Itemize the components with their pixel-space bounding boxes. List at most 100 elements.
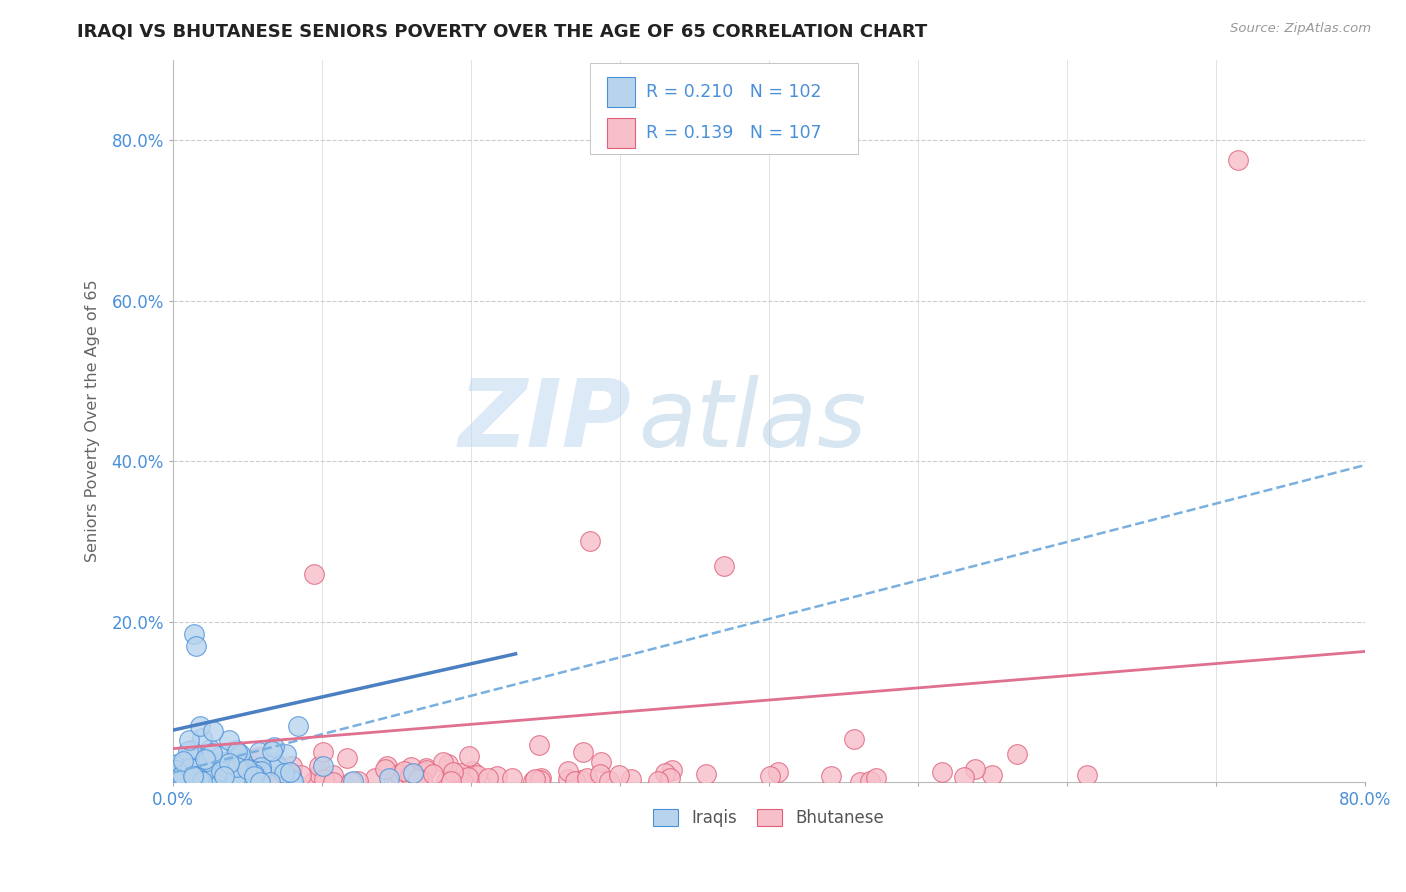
Point <box>522 773 544 788</box>
Point <box>273 766 295 780</box>
Point <box>529 772 551 787</box>
Point <box>180 743 202 757</box>
Point <box>214 773 236 788</box>
Point <box>208 773 231 788</box>
Point <box>226 771 249 785</box>
Point <box>859 773 882 788</box>
Point <box>575 771 598 785</box>
Point <box>434 773 457 788</box>
Point <box>239 774 262 789</box>
Point <box>398 769 420 783</box>
Point <box>246 765 269 780</box>
Point <box>527 739 550 753</box>
Point <box>198 753 221 767</box>
Point <box>228 774 250 789</box>
Text: atlas: atlas <box>638 376 866 467</box>
Point <box>422 767 444 781</box>
Point <box>209 764 232 778</box>
Point <box>225 745 247 759</box>
Point <box>965 762 987 776</box>
Text: Source: ZipAtlas.com: Source: ZipAtlas.com <box>1230 22 1371 36</box>
Point <box>557 764 579 778</box>
Point <box>184 639 207 653</box>
Point <box>658 772 681 786</box>
Point <box>1227 153 1250 167</box>
Point <box>557 772 579 787</box>
Point <box>374 762 396 776</box>
Point <box>440 774 463 789</box>
Point <box>287 719 309 733</box>
Point <box>981 768 1004 782</box>
Point <box>180 760 202 774</box>
Point <box>436 756 458 771</box>
Point <box>260 744 283 758</box>
Point <box>399 760 422 774</box>
Point <box>441 765 464 780</box>
Point <box>183 769 205 783</box>
FancyBboxPatch shape <box>591 63 858 153</box>
Point <box>457 770 479 784</box>
Point <box>214 756 236 770</box>
Point <box>218 756 240 771</box>
Point <box>620 772 643 786</box>
Point <box>486 769 509 783</box>
Point <box>204 767 226 781</box>
Point <box>194 752 217 766</box>
Point <box>179 759 201 773</box>
Point <box>399 767 422 781</box>
Point <box>598 773 620 788</box>
Point <box>283 774 305 789</box>
Point <box>249 775 271 789</box>
Point <box>266 760 288 774</box>
Point <box>278 764 301 779</box>
Point <box>218 770 240 784</box>
Point <box>250 760 273 774</box>
Point <box>201 724 224 739</box>
Point <box>228 747 250 761</box>
Point <box>312 745 335 759</box>
Point <box>579 534 602 549</box>
Point <box>217 754 239 768</box>
Point <box>388 767 411 781</box>
Point <box>280 766 302 780</box>
Point <box>647 773 669 788</box>
Point <box>246 749 269 764</box>
Point <box>569 773 592 788</box>
Text: ZIP: ZIP <box>458 375 631 467</box>
Point <box>173 756 195 770</box>
FancyBboxPatch shape <box>607 77 636 107</box>
Point <box>209 748 232 763</box>
Point <box>219 769 242 783</box>
Point <box>457 749 479 764</box>
Point <box>208 770 231 784</box>
Point <box>224 765 246 780</box>
Point <box>194 764 217 779</box>
Point <box>183 749 205 764</box>
Point <box>339 774 361 789</box>
Point <box>170 769 193 783</box>
Point <box>465 767 488 781</box>
Point <box>564 773 586 788</box>
Point <box>228 756 250 770</box>
Point <box>609 768 631 782</box>
Point <box>240 759 263 773</box>
Point <box>232 759 254 773</box>
Point <box>842 732 865 747</box>
Point <box>231 768 253 782</box>
Text: R = 0.139   N = 107: R = 0.139 N = 107 <box>647 124 821 143</box>
Point <box>1076 768 1098 782</box>
Point <box>186 772 208 786</box>
Point <box>186 769 208 783</box>
Point <box>242 769 264 783</box>
Point <box>179 733 201 747</box>
Point <box>588 767 610 781</box>
Point <box>191 774 214 789</box>
Point <box>322 775 344 789</box>
Point <box>198 761 221 775</box>
Point <box>661 763 683 777</box>
Point <box>186 775 208 789</box>
Point <box>246 773 269 788</box>
Point <box>820 769 842 783</box>
Point <box>188 772 211 787</box>
Point <box>695 767 717 781</box>
